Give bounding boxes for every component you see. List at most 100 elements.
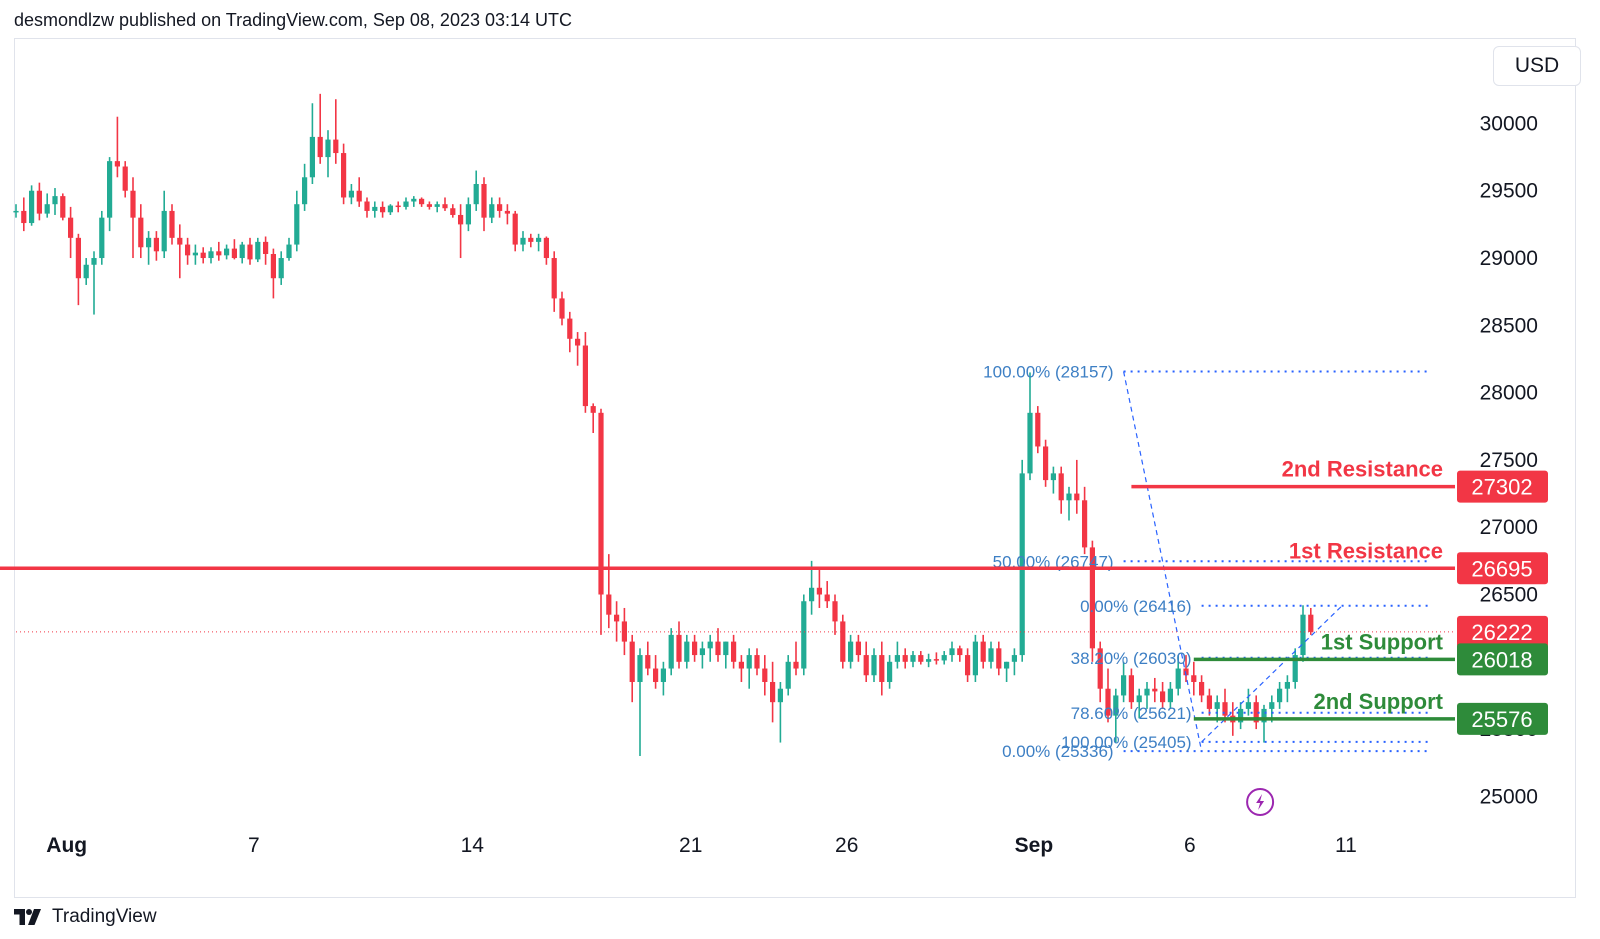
candle-body <box>918 655 924 662</box>
candle <box>824 581 830 608</box>
candle <box>832 594 838 635</box>
candle-body <box>512 213 518 245</box>
candle-body <box>130 190 136 218</box>
candle <box>910 651 916 668</box>
candle-body <box>36 190 42 214</box>
candle <box>933 652 939 665</box>
candle <box>559 291 565 326</box>
candle-body <box>255 241 261 260</box>
candle <box>582 332 588 413</box>
candle-body <box>715 641 721 656</box>
candle <box>1167 681 1173 709</box>
candle-body <box>380 206 386 213</box>
candle-body <box>879 655 885 682</box>
candle-body <box>754 655 760 669</box>
candle <box>684 634 690 669</box>
fib-trend-line[interactable] <box>1201 605 1343 743</box>
candle <box>1043 439 1049 487</box>
candle <box>1191 661 1197 696</box>
price-axis-label: 26695 <box>1457 552 1548 585</box>
candle <box>29 185 35 226</box>
candle-body <box>1175 668 1181 689</box>
candle-body <box>1245 702 1251 709</box>
candle <box>395 201 401 213</box>
candle-body <box>996 648 1002 669</box>
candle <box>520 231 526 252</box>
candle-body <box>863 655 869 676</box>
candle <box>419 197 425 207</box>
price-tick-30000: 30000 <box>1480 112 1538 135</box>
candle-body <box>1183 668 1189 676</box>
candle-body <box>138 217 144 248</box>
candle <box>411 196 417 207</box>
price-tick-29500: 29500 <box>1480 180 1538 203</box>
price-axis-label: 26222 <box>1457 615 1548 648</box>
candle <box>1152 677 1158 703</box>
candle <box>481 177 487 232</box>
candle-body <box>543 237 549 259</box>
candle <box>653 655 659 689</box>
candle <box>239 241 245 264</box>
candle-body <box>770 681 776 703</box>
candle <box>473 170 479 211</box>
candle <box>458 204 464 259</box>
price-tick-28000: 28000 <box>1480 382 1538 405</box>
candle-body <box>840 621 846 662</box>
candle-body <box>793 661 799 669</box>
candle <box>894 641 900 669</box>
price-tick-27500: 27500 <box>1480 449 1538 472</box>
candle-body <box>473 184 479 205</box>
price-tick-27000: 27000 <box>1480 516 1538 539</box>
candle <box>512 210 518 252</box>
candle-body <box>450 208 456 215</box>
fib-trend-line[interactable] <box>1123 371 1203 752</box>
candle <box>1199 675 1205 703</box>
candle <box>848 634 854 669</box>
support-label: 1st Support <box>1321 629 1444 654</box>
time-tick-6: 6 <box>1184 834 1196 857</box>
candle <box>863 641 869 682</box>
candle-body <box>21 210 27 224</box>
candle-body <box>855 641 861 656</box>
candle <box>122 161 128 198</box>
candle-body <box>161 210 167 252</box>
candle <box>372 201 378 218</box>
candle <box>216 241 222 261</box>
candle <box>801 594 807 676</box>
candle <box>1097 641 1103 703</box>
candle <box>699 641 705 669</box>
candle <box>177 224 183 279</box>
candle-body <box>1167 688 1173 703</box>
candle <box>980 634 986 669</box>
candle <box>777 681 783 743</box>
fib-level-label: 0.00% (25336) <box>1002 742 1114 761</box>
candle <box>1175 655 1181 696</box>
candle <box>887 655 893 689</box>
candle <box>231 239 237 260</box>
candle-body <box>177 237 183 245</box>
candle <box>949 641 955 662</box>
candle <box>1222 688 1228 723</box>
candle-body <box>192 252 198 256</box>
currency-selector[interactable]: USD <box>1493 46 1581 86</box>
candle-body <box>1269 702 1275 709</box>
lightning-event-icon[interactable] <box>1246 788 1275 816</box>
candle-body <box>816 587 822 595</box>
candle-body <box>239 244 245 259</box>
candle <box>1050 466 1056 494</box>
candle-body <box>606 594 612 615</box>
candle-body <box>933 659 939 661</box>
footer-brand[interactable]: TradingView <box>14 906 157 928</box>
candle-body <box>44 204 50 214</box>
candle-body <box>1058 473 1064 501</box>
candle-body <box>582 345 588 407</box>
candle <box>660 661 666 696</box>
candle-body <box>567 318 573 339</box>
candle <box>153 231 159 261</box>
candle <box>965 648 971 682</box>
candle-body <box>497 204 503 211</box>
price-label-box <box>1457 470 1548 503</box>
candle <box>707 634 713 662</box>
candle-body <box>528 237 534 242</box>
